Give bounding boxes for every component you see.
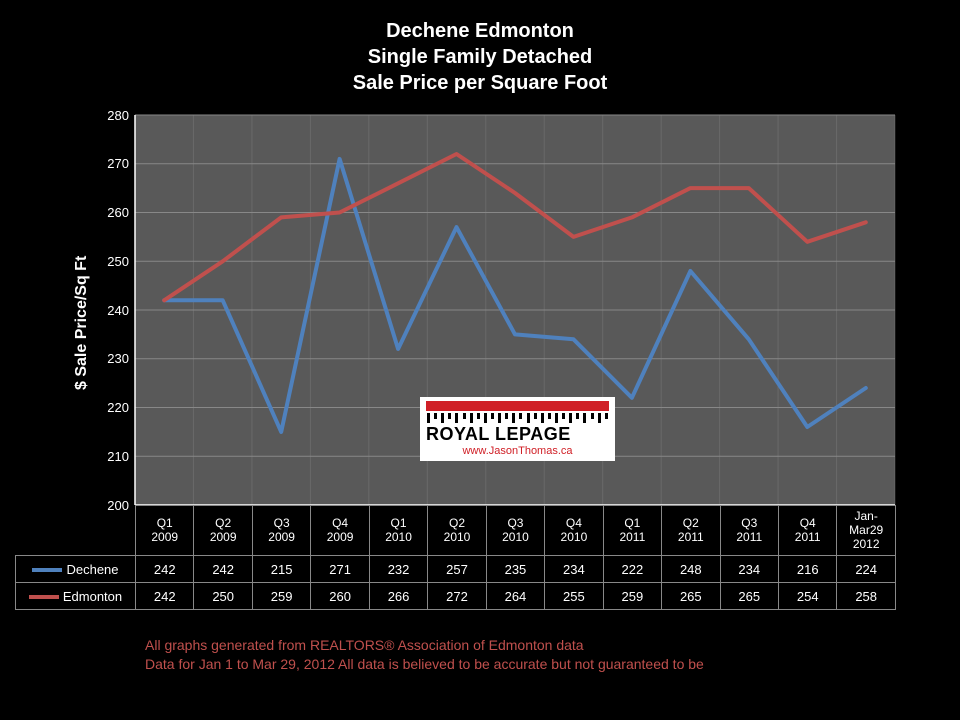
category-header: Q12009 [136,506,194,556]
data-cell: 254 [778,583,836,610]
table-corner-cell [16,506,136,556]
data-cell: 255 [545,583,603,610]
y-tick-label: 240 [95,303,129,318]
category-header: Q22011 [662,506,720,556]
data-cell: 248 [662,556,720,583]
data-cell: 222 [603,556,661,583]
data-cell: 224 [837,556,895,583]
category-header: Q42011 [778,506,836,556]
data-cell: 259 [603,583,661,610]
category-header: Q32009 [252,506,310,556]
category-header: Q42009 [311,506,369,556]
data-cell: 258 [837,583,895,610]
category-header: Q32010 [486,506,544,556]
series-legend-cell: Edmonton [16,583,136,610]
brand-logo: ROYAL LEPAGE www.JasonThomas.ca [420,397,615,461]
data-cell: 259 [252,583,310,610]
data-cell: 216 [778,556,836,583]
legend-label: Edmonton [63,589,122,604]
category-header: Q12010 [369,506,427,556]
data-cell: 257 [428,556,486,583]
series-legend-cell: Dechene [16,556,136,583]
legend-swatch [29,595,59,599]
footer-line: All graphs generated from REALTORS® Asso… [145,636,704,655]
data-cell: 242 [194,556,252,583]
y-tick-label: 270 [95,156,129,171]
data-cell: 242 [136,583,194,610]
y-tick-label: 230 [95,351,129,366]
data-cell: 266 [369,583,427,610]
data-cell: 242 [136,556,194,583]
table-row: Edmonton24225025926026627226425525926526… [16,583,896,610]
footer-text: All graphs generated from REALTORS® Asso… [145,636,704,674]
legend-swatch [32,568,62,572]
category-header: Q22010 [428,506,486,556]
category-header: Q42010 [545,506,603,556]
table-header-row: Q12009Q22009Q32009Q42009Q12010Q22010Q320… [16,506,896,556]
data-cell: 271 [311,556,369,583]
y-tick-label: 260 [95,205,129,220]
y-tick-label: 210 [95,449,129,464]
data-cell: 264 [486,583,544,610]
data-cell: 232 [369,556,427,583]
category-header: Q12011 [603,506,661,556]
category-header: Jan-Mar292012 [837,506,895,556]
footer-line: Data for Jan 1 to Mar 29, 2012 All data … [145,655,704,674]
category-header: Q32011 [720,506,778,556]
y-tick-label: 280 [95,108,129,123]
data-cell: 250 [194,583,252,610]
table-row: Dechene242242215271232257235234222248234… [16,556,896,583]
logo-red-bar [426,401,609,411]
data-cell: 235 [486,556,544,583]
category-header: Q22009 [194,506,252,556]
chart-title: Dechene EdmontonSingle Family DetachedSa… [0,0,960,96]
data-cell: 265 [662,583,720,610]
logo-url: www.JasonThomas.ca [426,445,609,457]
logo-dashes [426,413,609,423]
legend-label: Dechene [66,562,118,577]
data-cell: 265 [720,583,778,610]
chart-title-line: Single Family Detached [0,44,960,70]
data-cell: 234 [720,556,778,583]
data-cell: 272 [428,583,486,610]
y-tick-label: 250 [95,254,129,269]
chart-title-line: Dechene Edmonton [0,18,960,44]
y-tick-label: 200 [95,498,129,513]
data-table: Q12009Q22009Q32009Q42009Q12010Q22010Q320… [15,505,896,610]
data-cell: 234 [545,556,603,583]
y-tick-label: 220 [95,400,129,415]
data-cell: 260 [311,583,369,610]
y-axis-label: $ Sale Price/Sq Ft [73,256,91,390]
data-cell: 215 [252,556,310,583]
chart-title-line: Sale Price per Square Foot [0,70,960,96]
logo-brand-text: ROYAL LEPAGE [426,424,609,445]
